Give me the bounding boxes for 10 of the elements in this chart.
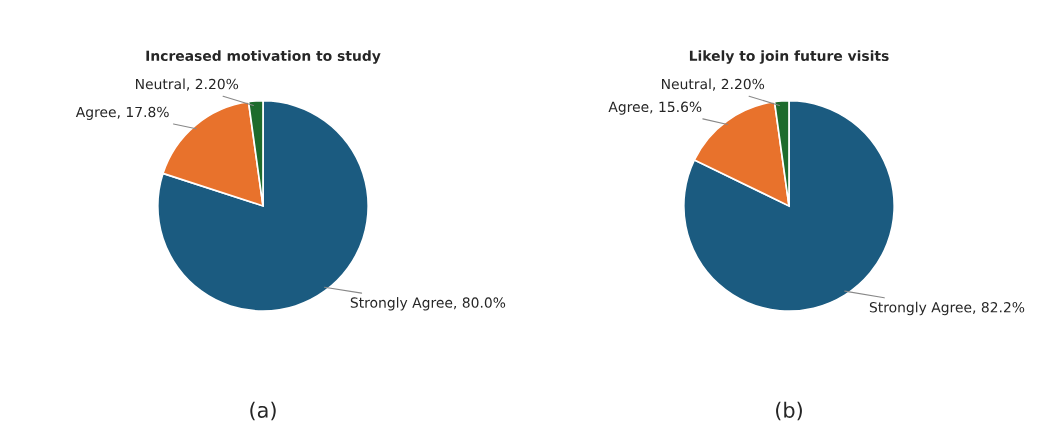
slice-label: Strongly Agree, 82.2% — [869, 301, 1025, 316]
text: (a) — [250, 401, 276, 421]
chart-title: Likely to join future visits — [689, 50, 889, 64]
text: (b) — [776, 401, 802, 421]
chart-title: Increased motivation to study — [146, 50, 381, 64]
slice-label: Neutral, 2.20% — [662, 78, 765, 91]
slice-label: Agree, 17.8% — [75, 106, 169, 120]
slice-label: Agree, 15.6% — [608, 101, 702, 115]
slice-label: Strongly Agree, 80.0% — [350, 297, 506, 311]
slice-label: Neutral, 2.20% — [136, 78, 239, 91]
